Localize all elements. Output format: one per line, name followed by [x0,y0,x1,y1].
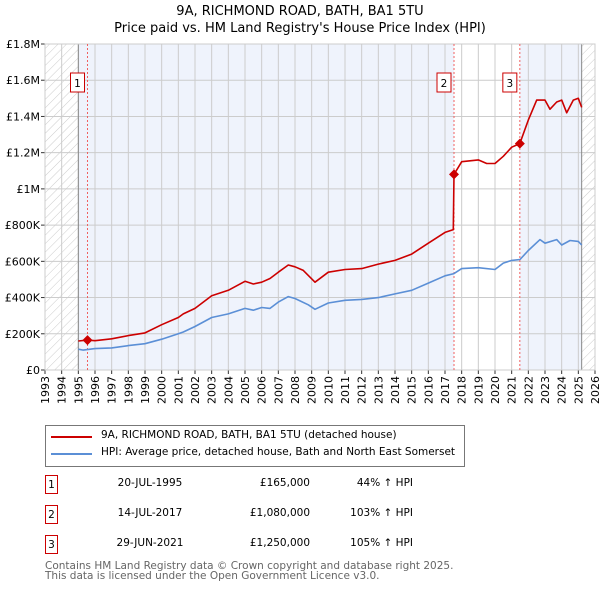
x-tick-label: 2020 [489,376,502,404]
x-tick-label: 1998 [122,376,135,404]
sale-price: £1,250,000 [249,537,310,549]
x-tick-label: 2010 [322,376,335,404]
chart-title: 9A, RICHMOND ROAD, BATH, BA1 5TU [176,4,424,19]
shaded-period [78,44,454,370]
legend-swatch-blue [51,453,92,455]
x-tick-label: 1994 [56,376,69,404]
legend-swatch-red [51,436,92,438]
x-tick-label: 2014 [389,376,402,404]
hpi-change: 44% ↑ HPI [356,477,413,489]
x-tick-label: 2011 [339,376,352,404]
sale-date: 20-JUL-1995 [117,477,183,489]
x-tick-label: 2012 [356,376,369,404]
x-tick-label: 2023 [539,376,552,404]
hatched-no-data-region [581,44,595,370]
table-row: 1 20-JUL-1995 £165,000 44% ↑ HPI [45,475,465,495]
x-tick-label: 2013 [372,376,385,404]
x-tick-label: 2000 [156,376,169,404]
y-tick-label: £1.6M [6,74,40,87]
hpi-change: 103% ↑ HPI [350,507,413,519]
x-tick-label: 2019 [472,376,485,404]
sale-date: 14-JUL-2017 [117,507,183,519]
y-tick-label: £1M [17,183,41,196]
x-tick-label: 2022 [522,376,535,404]
x-tick-label: 1995 [72,376,85,404]
x-tick-label: 1993 [39,376,52,404]
marker-badge: 2 [45,505,58,524]
table-row: 2 14-JUL-2017 £1,080,000 103% ↑ HPI [45,505,465,525]
x-tick-label: 2004 [222,376,235,404]
footer-copyright: Contains HM Land Registry data © Crown c… [45,560,454,572]
x-tick-label: 2006 [256,376,269,404]
x-tick-label: 2008 [289,376,302,404]
sale-marker-label: 3 [506,78,513,90]
x-tick-label: 2002 [189,376,202,404]
legend-item-property: 9A, RICHMOND ROAD, BATH, BA1 5TU (detach… [46,429,464,445]
y-tick-label: £200K [5,328,41,341]
y-tick-label: £1.2M [6,147,40,160]
sale-marker-badge [502,72,518,93]
sale-point [82,335,93,346]
x-tick-label: 2025 [572,376,585,404]
sale-marker-label: 2 [441,78,448,90]
x-tick-label: 2021 [506,376,519,404]
x-tick-label: 2017 [439,376,452,404]
x-tick-label: 2026 [589,376,600,404]
hpi-change: 105% ↑ HPI [350,537,413,549]
plot-frame [44,43,596,371]
x-tick-label: 2001 [172,376,185,404]
footer-licence: This data is licensed under the Open Gov… [45,570,380,582]
x-tick-label: 2009 [306,376,319,404]
x-tick-label: 1996 [89,376,102,404]
y-tick-label: £1.8M [6,38,40,51]
shaded-period [519,44,582,370]
price-chart: 1993 1994 1995 1996 1997 1998 1999 2000 2001 2002… [5,38,600,404]
x-tick-label: 2005 [239,376,252,404]
sale-point [449,169,459,180]
x-tick-label: 1999 [139,376,152,404]
hpi-line [78,238,583,351]
y-tick-label: £600K [5,255,41,268]
sale-price: £1,080,000 [249,507,310,519]
legend-label: 9A, RICHMOND ROAD, BATH, BA1 5TU (detach… [101,429,397,441]
x-tick-label: 2015 [406,376,419,404]
sale-marker-label: 1 [74,78,81,90]
legend-label: HPI: Average price, detached house, Bath… [101,446,456,458]
y-tick-label: £800K [5,219,41,232]
sale-point [514,138,525,149]
price-paid-line [78,97,583,342]
chart-subtitle: Price paid vs. HM Land Registry's House … [114,21,486,36]
legend: 9A, RICHMOND ROAD, BATH, BA1 5TU (detach… [45,425,465,467]
y-tick-label: £400K [5,292,41,305]
x-tick-label: 1997 [106,376,119,404]
x-tick-label: 2016 [422,376,435,404]
legend-item-hpi: HPI: Average price, detached house, Bath… [46,446,464,462]
sale-date: 29-JUN-2021 [116,537,184,549]
x-tick-label: 2003 [206,376,219,404]
table-row: 3 29-JUN-2021 £1,250,000 105% ↑ HPI [45,535,465,555]
y-tick-label: £0 [26,364,40,377]
sale-marker-badge [436,72,452,93]
sale-price: £165,000 [259,477,310,489]
y-tick-label: £1.4M [6,110,40,123]
x-tick-label: 2024 [556,376,569,404]
marker-badge: 3 [45,535,58,554]
sale-marker-badge [70,72,85,93]
x-tick-label: 2018 [456,376,469,404]
x-tick-label: 2007 [272,376,285,404]
marker-badge: 1 [45,475,58,494]
